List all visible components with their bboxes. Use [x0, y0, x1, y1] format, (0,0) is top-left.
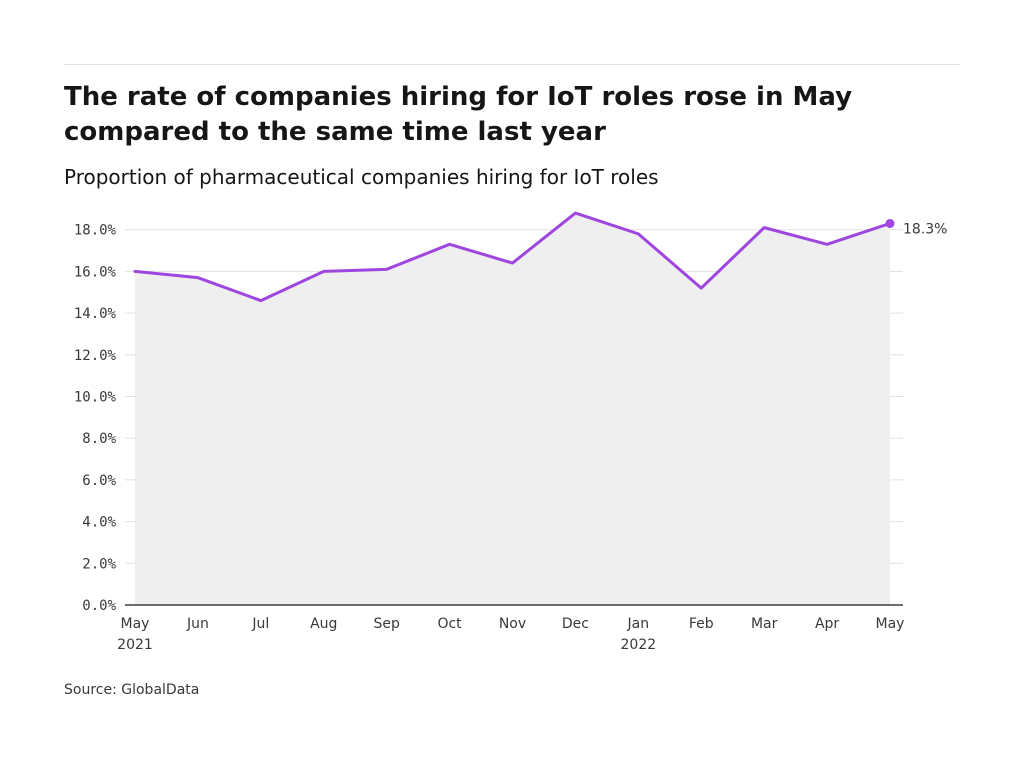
x-tick-label: Nov: [499, 616, 526, 632]
end-value-label: 18.3%: [903, 221, 947, 237]
x-tick-label: May 2021: [117, 616, 153, 653]
x-tick-label: Apr: [815, 616, 839, 632]
x-tick-label: Oct: [437, 616, 462, 632]
y-tick-label: 16.0%: [74, 264, 117, 280]
area-fill: [135, 213, 890, 605]
y-tick-label: 6.0%: [82, 473, 116, 489]
x-tick-label: Aug: [310, 616, 337, 632]
end-point-marker: [885, 218, 895, 228]
source-note: Source: GlobalData: [64, 682, 200, 698]
x-tick-label: Feb: [689, 616, 714, 632]
x-axis-ticks: May 2021 Jun Jul Aug Sep Oct Nov Dec Jan 2022 Feb Ma…: [117, 616, 904, 653]
top-divider: [64, 64, 960, 65]
x-tick-label: Mar: [751, 616, 778, 632]
chart-subtitle: Proportion of pharmaceutical companies h…: [64, 165, 659, 189]
chart-title: The rate of companies hiring for IoT rol…: [64, 82, 853, 147]
x-tick-label: Jun: [186, 616, 209, 632]
x-tick-label: Sep: [373, 616, 400, 632]
y-tick-label: 14.0%: [74, 306, 117, 322]
x-tick-label: Dec: [562, 616, 589, 632]
y-axis-ticks: 0.0% 2.0% 4.0% 6.0% 8.0% 10.0% 12.0% 14.0% 16.0%…: [74, 223, 117, 614]
y-tick-label: 2.0%: [82, 556, 116, 572]
series-line: [133, 211, 892, 303]
x-tick-label: May: [876, 616, 905, 632]
y-tick-label: 0.0%: [82, 598, 116, 614]
y-tick-label: 18.0%: [74, 223, 117, 239]
y-tick-label: 4.0%: [82, 515, 116, 531]
y-tick-label: 12.0%: [74, 348, 117, 364]
y-tick-label: 8.0%: [82, 431, 116, 447]
x-tick-label: Jul: [251, 616, 269, 632]
y-tick-label: 10.0%: [74, 390, 117, 406]
x-tick-label: Jan 2022: [621, 616, 657, 653]
